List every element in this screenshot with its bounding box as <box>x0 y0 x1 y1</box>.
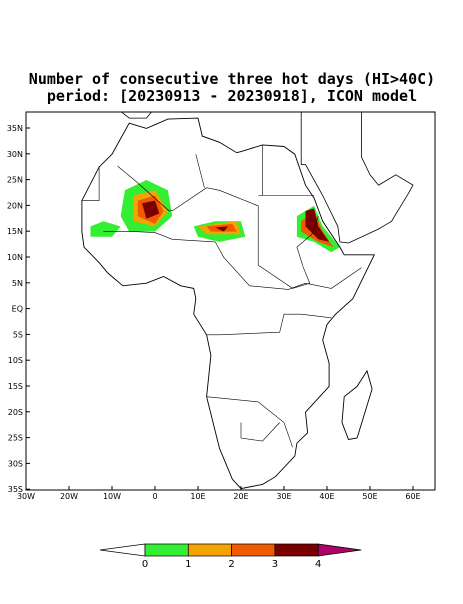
lon-label: 0 <box>152 492 157 501</box>
lon-label: 30E <box>276 492 291 501</box>
colorbar-label: 2 <box>228 559 234 570</box>
lat-label: 35N <box>7 124 23 133</box>
colorbar-label: 4 <box>315 559 321 570</box>
hot-area <box>142 200 160 219</box>
colorbar-segment <box>231 543 276 557</box>
lon-label: 60E <box>405 492 420 501</box>
colorbar-label: 1 <box>185 559 191 570</box>
lon-label: 20W <box>60 492 78 501</box>
colorbar-segment <box>144 543 189 557</box>
lon-label: 50E <box>362 492 377 501</box>
border <box>81 166 100 201</box>
hot-area <box>90 221 121 237</box>
africa-coast <box>81 117 376 490</box>
lat-label: 15S <box>8 382 23 391</box>
lat-label: 20N <box>7 201 23 210</box>
lat-label: 5S <box>13 330 23 339</box>
lat-label: 20S <box>8 408 23 417</box>
border <box>117 165 259 266</box>
lon-label: 10E <box>190 492 205 501</box>
colorbar: 0 1 2 3 4 <box>99 543 362 570</box>
hot-area <box>215 226 229 232</box>
lon-label: 20E <box>233 492 248 501</box>
map <box>81 112 414 490</box>
border <box>206 396 293 448</box>
colorbar-segment <box>274 543 319 557</box>
lat-label: 10S <box>8 356 23 365</box>
map-frame <box>25 111 436 491</box>
lat-label: 15N <box>7 227 23 236</box>
lon-label: 30W <box>17 492 35 501</box>
lat-label: 25S <box>8 434 23 443</box>
border <box>240 422 280 442</box>
colorbar-label: 3 <box>272 559 278 570</box>
lat-label: 5N <box>12 279 23 288</box>
lon-label: 40E <box>319 492 334 501</box>
lat-label: 30S <box>8 459 23 468</box>
colorbar-segment <box>187 543 232 557</box>
subtitle: period: [20230913 - 20230918], ICON mode… <box>47 87 417 105</box>
hot-area <box>305 208 330 242</box>
lon-label: 10W <box>103 492 121 501</box>
lat-label: 25N <box>7 176 23 185</box>
border <box>195 154 205 188</box>
colorbar-over <box>317 543 362 557</box>
axes: 35N 30N 25N 20N 15N 10N 5N EQ 5S 10S 15S 20S 25S 30S 3… <box>7 124 421 501</box>
lat-label: 10N <box>7 253 23 262</box>
border <box>206 313 332 336</box>
border <box>258 215 319 289</box>
colorbar-label: 0 <box>142 559 148 570</box>
madagascar <box>341 369 373 441</box>
title: Number of consecutive three hot days (HI… <box>29 70 435 88</box>
border <box>103 231 362 290</box>
lat-label: 30N <box>7 150 23 159</box>
colorbar-under <box>99 543 146 557</box>
lat-label: 35S <box>8 485 23 494</box>
lat-label: EQ <box>12 305 23 314</box>
land <box>300 112 414 244</box>
